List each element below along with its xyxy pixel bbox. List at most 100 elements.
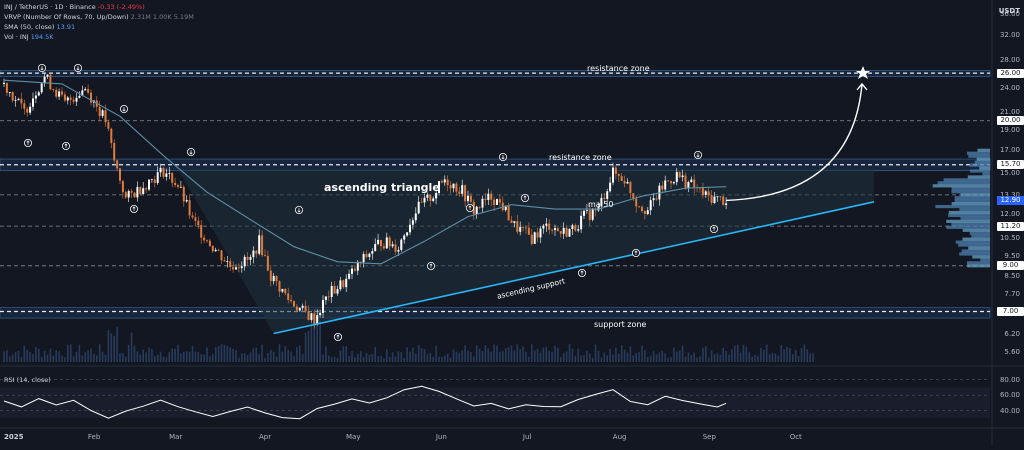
candle-body xyxy=(374,244,377,252)
legend-rsi[interactable]: RSI (14, close) xyxy=(4,376,51,384)
candle-body xyxy=(469,195,472,202)
y-tick-label: 7.70 xyxy=(1004,290,1020,299)
candle-body xyxy=(194,217,197,221)
volume-bar xyxy=(612,354,614,362)
volume-bar xyxy=(446,353,449,362)
volume-bar xyxy=(528,356,530,362)
candle-body xyxy=(110,128,113,144)
candle-body xyxy=(542,225,545,229)
legend-sma[interactable]: SMA (50, close) 13.91 xyxy=(4,23,75,31)
y-tick-label: 32.00 xyxy=(999,31,1020,40)
candle-body xyxy=(156,172,159,183)
candle-body xyxy=(429,194,432,201)
volume-bar xyxy=(49,348,52,362)
volume-bar xyxy=(461,350,463,362)
candle-body xyxy=(368,253,371,257)
legend-volume[interactable]: Vol · INJ 194.5K xyxy=(4,33,54,41)
x-tick-label: Jul xyxy=(522,433,532,441)
volume-bar xyxy=(797,356,800,362)
candle-body xyxy=(678,172,681,178)
candle-body xyxy=(664,180,667,190)
candle-body xyxy=(498,199,501,203)
volume-bar xyxy=(533,350,536,362)
volume-bar xyxy=(113,335,115,362)
candle-body xyxy=(452,183,455,189)
volume-bar xyxy=(615,347,617,362)
volume-bar xyxy=(252,348,255,362)
candle-body xyxy=(307,311,310,320)
candle-body xyxy=(214,249,217,252)
volume-profile-bar xyxy=(971,234,990,238)
volume-bar xyxy=(571,348,574,362)
candle-body xyxy=(223,260,226,262)
volume-bar xyxy=(165,357,168,362)
candle-body xyxy=(171,173,174,183)
candle-body xyxy=(603,197,606,199)
y-tick-label: 6.20 xyxy=(1004,329,1020,338)
candle-body xyxy=(438,181,440,193)
candle-body xyxy=(293,301,295,307)
volume-bar xyxy=(307,330,310,362)
volume-bar xyxy=(783,349,785,362)
legend-main-symbol: INJ / TetherUS · 1D · Binance xyxy=(4,3,96,11)
volume-profile-bar xyxy=(974,160,990,164)
volume-bar xyxy=(429,352,432,362)
annotation-ma50: ma 50 xyxy=(588,200,614,209)
currency-label[interactable]: USDT xyxy=(998,7,1020,15)
volume-bar xyxy=(191,346,194,362)
volume-bar xyxy=(597,350,600,362)
volume-bar xyxy=(516,344,519,362)
volume-profile-bar xyxy=(959,252,990,256)
y-tick-label: 36.00 xyxy=(999,10,1020,18)
volume-profile-bar xyxy=(979,166,990,170)
volume-bar xyxy=(23,345,26,362)
volume-profile-bar xyxy=(968,154,990,158)
volume-bar xyxy=(362,357,365,362)
volume-bar xyxy=(577,348,579,362)
volume-bar xyxy=(487,348,490,362)
candle-body xyxy=(310,313,313,320)
y-tick-label: 8.50 xyxy=(1004,272,1020,281)
volume-bar xyxy=(777,355,780,362)
candle-body xyxy=(690,179,693,183)
volume-bar xyxy=(455,351,458,362)
candle-body xyxy=(3,82,5,84)
level-badge: 26.00 xyxy=(997,68,1024,78)
y-tick-label: 24.00 xyxy=(999,83,1020,92)
candle-body xyxy=(388,237,391,247)
volume-bar xyxy=(542,347,545,362)
candle-body xyxy=(246,256,249,260)
volume-profile-bar xyxy=(946,219,990,223)
volume-profile-bar xyxy=(969,163,990,167)
volume-bar xyxy=(786,346,788,362)
volume-bar xyxy=(792,354,794,362)
candle-body xyxy=(284,288,287,294)
legend-vrvp[interactable]: VRVP (Number Of Rows, 70, Up/Down) 2.31M… xyxy=(4,13,194,21)
volume-bar xyxy=(255,347,258,362)
volume-bar xyxy=(574,355,577,362)
volume-bar xyxy=(368,354,371,362)
volume-bar xyxy=(290,351,292,362)
volume-bar xyxy=(52,355,55,362)
candle-body xyxy=(522,227,525,228)
volume-bar xyxy=(760,347,762,362)
volume-bar xyxy=(693,352,695,362)
volume-bar xyxy=(725,351,727,362)
volume-bar xyxy=(313,323,316,362)
swing-low-marker-icon xyxy=(710,224,719,233)
volume-bar xyxy=(609,348,611,362)
swing-low-marker-icon xyxy=(333,332,342,341)
candle-body xyxy=(165,173,168,177)
volume-bar xyxy=(771,353,774,362)
level-badge: 11.20 xyxy=(997,221,1024,231)
volume-bar xyxy=(768,354,771,362)
volume-bar xyxy=(473,356,475,362)
volume-bar xyxy=(551,351,553,362)
candle-body xyxy=(32,98,34,107)
volume-bar xyxy=(72,356,75,362)
volume-bar xyxy=(264,357,266,362)
candle-body xyxy=(324,296,327,301)
candle-body xyxy=(121,180,124,193)
